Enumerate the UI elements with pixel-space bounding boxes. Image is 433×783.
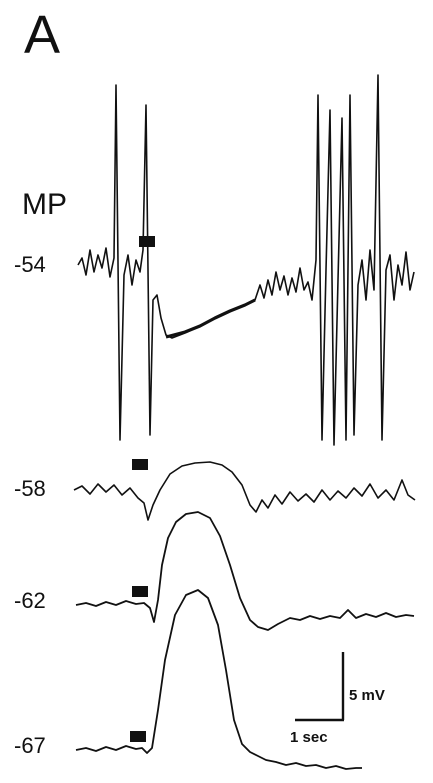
stimulus-markers <box>130 236 155 742</box>
trace-4 <box>75 589 362 770</box>
trace-1 <box>77 74 415 446</box>
stimulus-marker-4 <box>130 731 146 742</box>
trace-2 <box>73 461 416 521</box>
trace-3 <box>75 511 415 631</box>
stimulus-marker-2 <box>132 459 148 470</box>
mp-label: MP <box>22 188 67 221</box>
membrane-potential-label-4: -67 <box>14 733 46 758</box>
stimulus-marker-1 <box>139 236 155 247</box>
scale-bar-time-label: 1 sec <box>290 729 328 746</box>
scale-bar <box>295 652 345 722</box>
stimulus-marker-3 <box>132 586 148 597</box>
membrane-potential-label-1: -54 <box>14 252 46 277</box>
scale-bar-voltage-label: 5 mV <box>349 687 385 704</box>
membrane-potential-label-2: -58 <box>14 476 46 501</box>
membrane-potential-label-3: -62 <box>14 588 46 613</box>
panel-label: A <box>24 5 61 65</box>
